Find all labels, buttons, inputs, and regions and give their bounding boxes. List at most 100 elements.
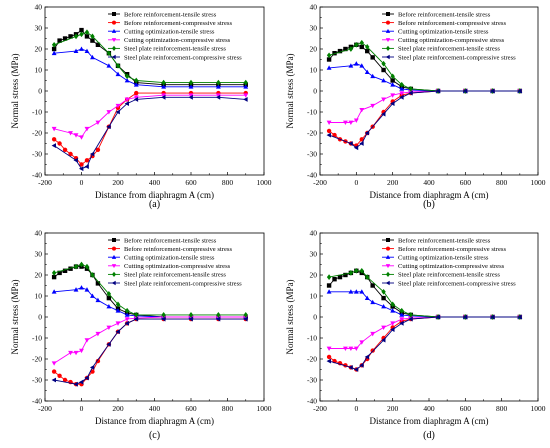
data-point [364,69,370,74]
data-point [84,48,90,53]
data-point [79,27,84,33]
series-4 [326,89,523,126]
data-point [73,263,79,270]
data-point [353,346,359,352]
y-tick-label: 20 [310,271,318,280]
data-point [90,293,95,298]
series-line [53,92,246,166]
y-tick-label: 40 [35,229,43,238]
series-line [53,94,246,138]
data-point [57,373,62,378]
data-point [106,295,112,301]
data-point [161,94,166,100]
legend-entry: Cutting optimization-tensile stress [124,255,215,262]
legend: Before reinforcement-tensile stress Befor… [382,237,516,287]
data-point [124,73,130,80]
y-tick-label: -30 [307,376,317,385]
data-point [79,261,84,268]
data-point [364,130,370,136]
data-point [115,329,120,335]
data-point [381,288,386,295]
data-point [161,312,166,318]
series-6 [326,314,522,372]
data-point [381,67,386,73]
data-point [408,312,414,318]
y-tick-label: -20 [307,355,317,364]
y-tick-label: -40 [307,397,317,406]
data-point [348,120,354,126]
legend-entry: Steel plate reinforcement-tensile stress [398,272,500,279]
data-point [359,267,364,274]
data-point [343,46,348,52]
data-point [95,42,101,47]
legend-entry: Steel plate reinforcement-tensile stress [398,46,500,53]
x-tick-label: 1000 [531,178,546,187]
data-point [353,367,359,372]
data-point [381,97,387,102]
data-point [370,103,376,109]
legend-marker [386,246,390,251]
legend-entry: Before reinforcement-compressive stress [398,20,506,27]
data-point [124,77,130,83]
data-point [354,41,359,48]
data-point [359,44,364,50]
series-2 [326,88,523,148]
chart-panel-2: -200 0 200 400 600 800 1000 -40 -30 -20 -10 0 10 20 30… [285,3,546,210]
data-point [79,285,84,290]
data-point [51,137,57,142]
data-point [124,101,129,107]
data-point [124,320,129,326]
data-point [381,325,387,331]
data-point [390,327,395,333]
data-point [353,289,359,294]
data-point [73,157,78,163]
data-point [161,93,167,98]
series-line [328,316,520,371]
data-point [408,316,413,322]
data-point [79,348,84,354]
legend-marker [386,45,390,51]
y-tick-label: 20 [35,45,43,54]
legend-marker [111,28,117,33]
data-point [106,303,112,309]
chart-panel-4: -200 0 200 400 600 800 1000 -40 -30 -20 -10 0 10 20 30… [285,229,546,441]
data-point [124,97,130,102]
x-tick-label: 1000 [257,178,272,187]
data-point [51,270,57,276]
data-point [95,331,101,337]
data-point [188,79,194,86]
data-point [115,71,121,77]
data-point [390,82,396,87]
y-axis-label: Normal stress (MPa) [10,280,20,355]
y-tick-label: 0 [38,87,42,96]
data-point [115,62,121,69]
data-point [106,341,111,347]
data-point [133,82,139,87]
data-point [348,46,354,52]
series-2 [326,314,523,372]
data-point [243,316,248,322]
legend-entry: Cutting optimization-compressive stress [398,37,505,44]
x-tick-label: 1000 [531,404,546,413]
series-line [54,287,246,318]
data-point [517,88,522,94]
data-point [399,91,405,96]
legend-entry: Steel plate reinforcement-tensile stress [124,272,226,279]
data-point [68,350,73,356]
data-point [353,145,359,151]
data-point [84,375,89,381]
data-point [106,325,112,331]
data-point [134,90,139,96]
data-point [408,86,414,92]
data-point [95,358,101,364]
legend-marker [385,38,391,43]
legend: Before reinforcement-tensile stress Befor… [382,11,516,61]
data-point [68,266,73,271]
series-line [329,316,520,349]
data-point [115,103,121,109]
y-tick-label: 40 [310,229,318,238]
data-point [89,151,95,157]
x-tick-label: -200 [38,178,52,187]
legend-entry: Before reinforcement-tensile stress [398,237,491,244]
data-point [73,33,79,40]
